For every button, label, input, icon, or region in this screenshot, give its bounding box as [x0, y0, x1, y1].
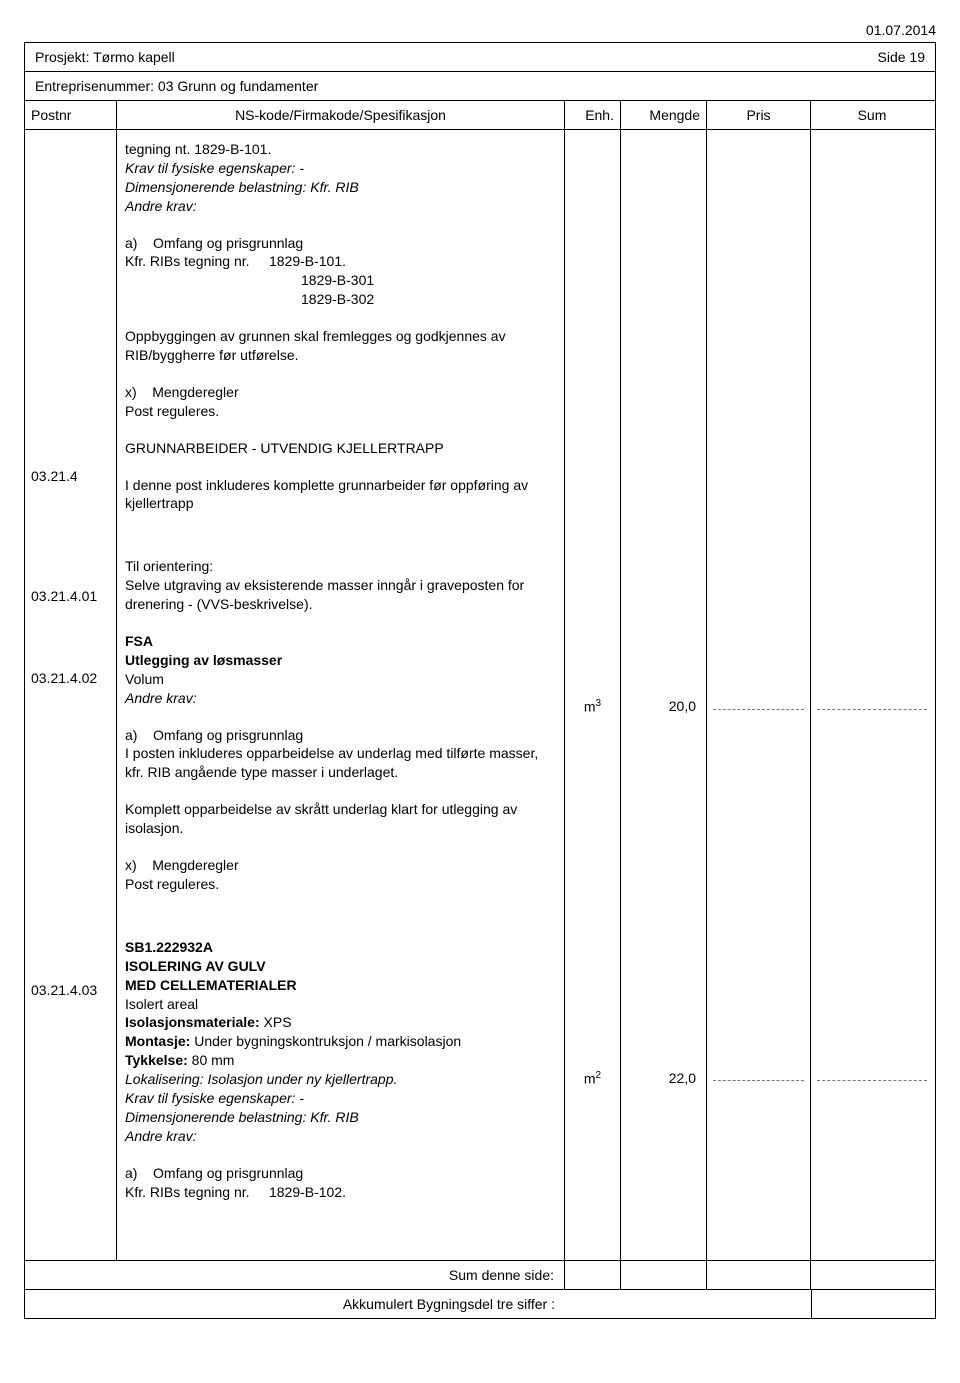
postnr: 03.21.4.03 [25, 976, 116, 998]
spec-table: Prosjekt: Tørmo kapell Side 19 Entrepris… [24, 42, 936, 1319]
item-code: FSA [125, 632, 556, 651]
spec-item: SB1.222932A ISOLERING AV GULV MED CELLEM… [125, 938, 556, 1202]
areal-label: Isolert areal [125, 995, 556, 1014]
entreprise-label: Entreprisenummer: 03 Grunn og fundamente… [25, 72, 935, 101]
text: Omfang og prisgrunnlag [153, 727, 303, 743]
col-spec: NS-kode/Firmakode/Spesifikasjon [117, 101, 565, 129]
text: Post reguleres. [125, 875, 556, 894]
sum-side-label: Sum denne side: [25, 1261, 565, 1289]
text: Krav til fysiske egenskaper: - [125, 159, 556, 178]
col-sum: Sum [811, 101, 933, 129]
sum-column [811, 130, 933, 1260]
spec-item: FSA Utlegging av løsmasser Volum Andre k… [125, 632, 556, 894]
label: x) [125, 384, 137, 400]
spec-column: tegning nt. 1829-B-101. Krav til fysiske… [117, 130, 565, 1260]
sum-line [817, 698, 927, 710]
text: Til orientering: [125, 557, 556, 576]
text: Kfr. RIBs tegning nr. 1829-B-102. [125, 1183, 556, 1202]
value: XPS [260, 1014, 292, 1030]
quantity: 20,0 [621, 694, 706, 714]
text: Komplett opparbeidelse av skrått underla… [125, 800, 556, 838]
label: a) [125, 235, 137, 251]
header-top: Prosjekt: Tørmo kapell Side 19 [25, 43, 935, 72]
text: a) Omfang og prisgrunnlag [125, 234, 556, 253]
item-title: GRUNNARBEIDER - UTVENDIG KJELLERTRAPP [125, 439, 556, 458]
value: Under bygningskontruksjon / markisolasjo… [190, 1033, 461, 1049]
text: Dimensjonerende belastning: Kfr. RIB [125, 1108, 556, 1127]
text: Kfr. RIBs tegning nr. 1829-B-101. [125, 252, 556, 271]
label: Montasje: [125, 1033, 190, 1049]
volume-label: Volum [125, 670, 556, 689]
text: Isolasjonsmateriale: XPS [125, 1013, 556, 1032]
label: Isolasjonsmateriale: [125, 1014, 260, 1030]
label: a) [125, 1165, 137, 1181]
text: 1829-B-301 [125, 271, 556, 290]
sum-line [817, 1069, 927, 1081]
item-title: Utlegging av løsmasser [125, 651, 556, 670]
text: Dimensjonerende belastning: Kfr. RIB [125, 178, 556, 197]
text: x) Mengderegler [125, 383, 556, 402]
text: Andre krav: [125, 197, 556, 216]
date: 01.07.2014 [24, 22, 936, 38]
col-pris: Pris [707, 101, 811, 129]
table-body: 03.21.4 03.21.4.01 03.21.4.02 03.21.4.03… [25, 130, 935, 1260]
text: Selve utgraving av eksisterende masser i… [125, 576, 556, 614]
postnr: 03.21.4.02 [25, 664, 116, 686]
footer-row-1: Sum denne side: [25, 1260, 935, 1289]
text: 1829-B-302 [125, 290, 556, 309]
text: Tykkelse: 80 mm [125, 1051, 556, 1070]
akk-label: Akkumulert Bygningsdel tre siffer : [25, 1290, 565, 1318]
item-title: ISOLERING AV GULV [125, 957, 556, 976]
price-line [713, 1069, 804, 1081]
text: Andre krav: [125, 689, 556, 708]
col-enh: Enh. [565, 101, 621, 129]
text: Post reguleres. [125, 402, 556, 421]
unit: m3 [565, 694, 620, 715]
col-mengde: Mengde [621, 101, 707, 129]
text: I posten inkluderes opparbeidelse av und… [125, 744, 556, 782]
text: a) Omfang og prisgrunnlag [125, 1164, 556, 1183]
project-label: Prosjekt: Tørmo kapell [35, 49, 175, 65]
page-label: Side 19 [878, 49, 925, 65]
text: I denne post inkluderes komplette grunna… [125, 476, 556, 514]
postnr: 03.21.4.01 [25, 582, 116, 604]
price-line [713, 698, 804, 710]
spec-item: GRUNNARBEIDER - UTVENDIG KJELLERTRAPP I … [125, 439, 556, 514]
value: 80 mm [188, 1052, 235, 1068]
postnr: 03.21.4 [25, 462, 116, 484]
label: Tykkelse: [125, 1052, 188, 1068]
text: Montasje: Under bygningskontruksjon / ma… [125, 1032, 556, 1051]
text: Omfang og prisgrunnlag [153, 1165, 303, 1181]
price-column [707, 130, 811, 1260]
text: Mengderegler [152, 384, 238, 400]
text: Lokalisering: Isolasjon under ny kjeller… [125, 1070, 556, 1089]
column-headers: Postnr NS-kode/Firmakode/Spesifikasjon E… [25, 101, 935, 130]
postnr-column: 03.21.4 03.21.4.01 03.21.4.02 03.21.4.03 [25, 130, 117, 1260]
unit-column: m3 m2 [565, 130, 621, 1260]
text: x) Mengderegler [125, 856, 556, 875]
footer-row-2: Akkumulert Bygningsdel tre siffer : [25, 1289, 935, 1318]
text: Mengderegler [152, 857, 238, 873]
col-postnr: Postnr [25, 101, 117, 129]
text: Krav til fysiske egenskaper: - [125, 1089, 556, 1108]
text: Andre krav: [125, 1127, 556, 1146]
spec-intro: tegning nt. 1829-B-101. Krav til fysiske… [125, 140, 556, 421]
text: a) Omfang og prisgrunnlag [125, 726, 556, 745]
text: Oppbyggingen av grunnen skal fremlegges … [125, 327, 556, 365]
text: tegning nt. 1829-B-101. [125, 140, 556, 159]
quantity: 22,0 [621, 1066, 706, 1086]
label: a) [125, 727, 137, 743]
text: Omfang og prisgrunnlag [153, 235, 303, 251]
spec-item: Til orientering: Selve utgraving av eksi… [125, 557, 556, 614]
item-code: SB1.222932A [125, 938, 556, 957]
item-title: MED CELLEMATERIALER [125, 976, 556, 995]
label: x) [125, 857, 137, 873]
qty-column: 20,0 22,0 [621, 130, 707, 1260]
unit: m2 [565, 1066, 620, 1087]
